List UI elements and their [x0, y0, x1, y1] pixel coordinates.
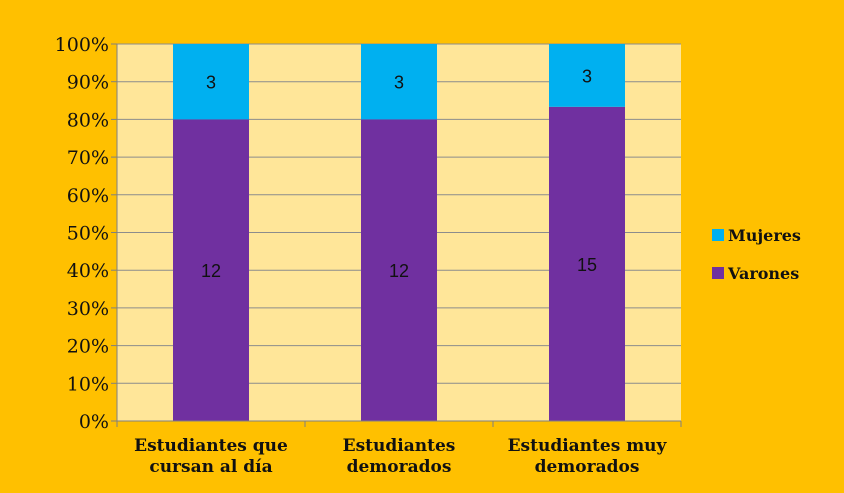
axes [111, 43, 682, 427]
legend-label-varones: Varones [727, 264, 799, 283]
legend-swatch-mujeres [712, 229, 724, 241]
y-tick-label: 10% [67, 373, 109, 395]
y-tick-label: 70% [67, 147, 109, 169]
legend: Mujeres Varones [712, 226, 801, 283]
data-label: 12 [389, 261, 409, 281]
bar-segment-mujeres [361, 44, 437, 120]
data-label: 3 [582, 66, 592, 86]
x-category-label: demorados [535, 457, 640, 477]
legend-swatch-varones [712, 267, 724, 279]
x-category-label: Estudiantes muy [508, 436, 668, 456]
bar-segment-varones [361, 119, 437, 422]
bar-segment-varones [549, 106, 625, 421]
bars [173, 44, 625, 422]
bar-segment-mujeres [549, 44, 625, 107]
x-category-label: demorados [347, 457, 452, 477]
y-tick-label: 20% [67, 336, 109, 358]
y-tick-label: 0% [79, 411, 109, 433]
data-label: 3 [394, 73, 404, 93]
y-tick-label: 40% [67, 260, 109, 282]
data-label: 15 [577, 255, 597, 275]
y-tick-label: 100% [55, 34, 109, 56]
y-tick-label: 50% [67, 223, 109, 245]
bar-segment-mujeres [173, 44, 249, 120]
legend-label-mujeres: Mujeres [728, 226, 801, 245]
y-tick-label: 80% [67, 109, 109, 131]
y-tick-label: 30% [67, 298, 109, 320]
data-label: 3 [206, 73, 216, 93]
y-tick-label: 90% [67, 72, 109, 94]
y-tick-label: 60% [67, 185, 109, 207]
x-category-label: cursan al día [149, 457, 272, 477]
data-label: 12 [201, 261, 221, 281]
x-category-label: Estudiantes [343, 436, 456, 456]
bar-segment-varones [173, 119, 249, 422]
labels: 0% 10% 20% 30% 40% 50% 60% 70% 80% 90% 100% 12 3 Estu… [55, 34, 668, 477]
x-category-label: Estudiantes que [134, 436, 288, 456]
